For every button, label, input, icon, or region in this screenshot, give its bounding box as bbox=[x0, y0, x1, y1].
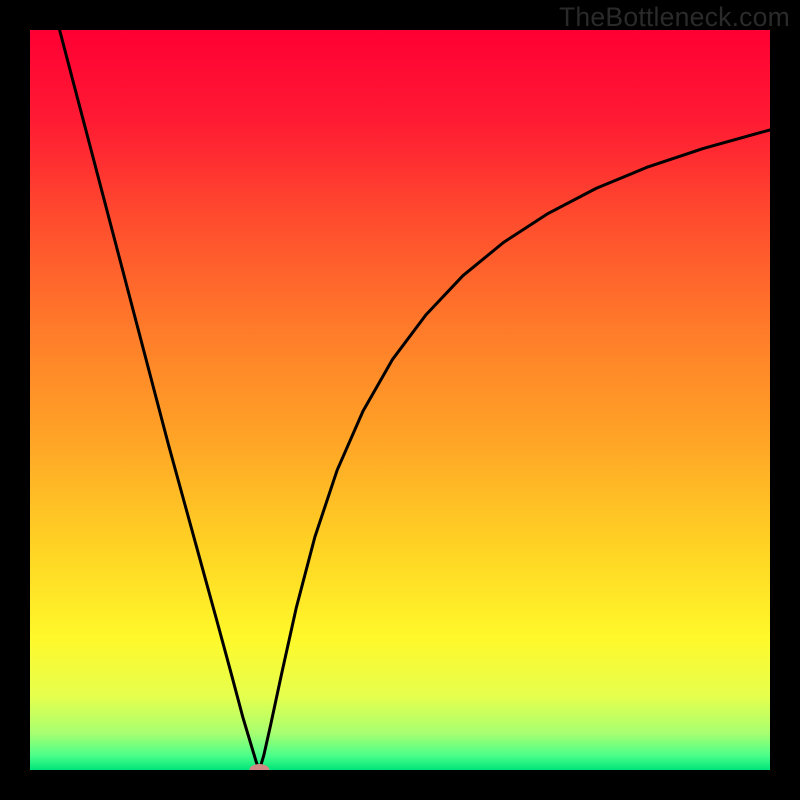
watermark-text: TheBottleneck.com bbox=[559, 2, 790, 33]
chart-frame: { "watermark": { "text": "TheBottleneck.… bbox=[0, 0, 800, 800]
optimum-marker bbox=[249, 764, 269, 776]
plot-background bbox=[30, 30, 770, 770]
bottleneck-curve-chart bbox=[0, 0, 800, 800]
